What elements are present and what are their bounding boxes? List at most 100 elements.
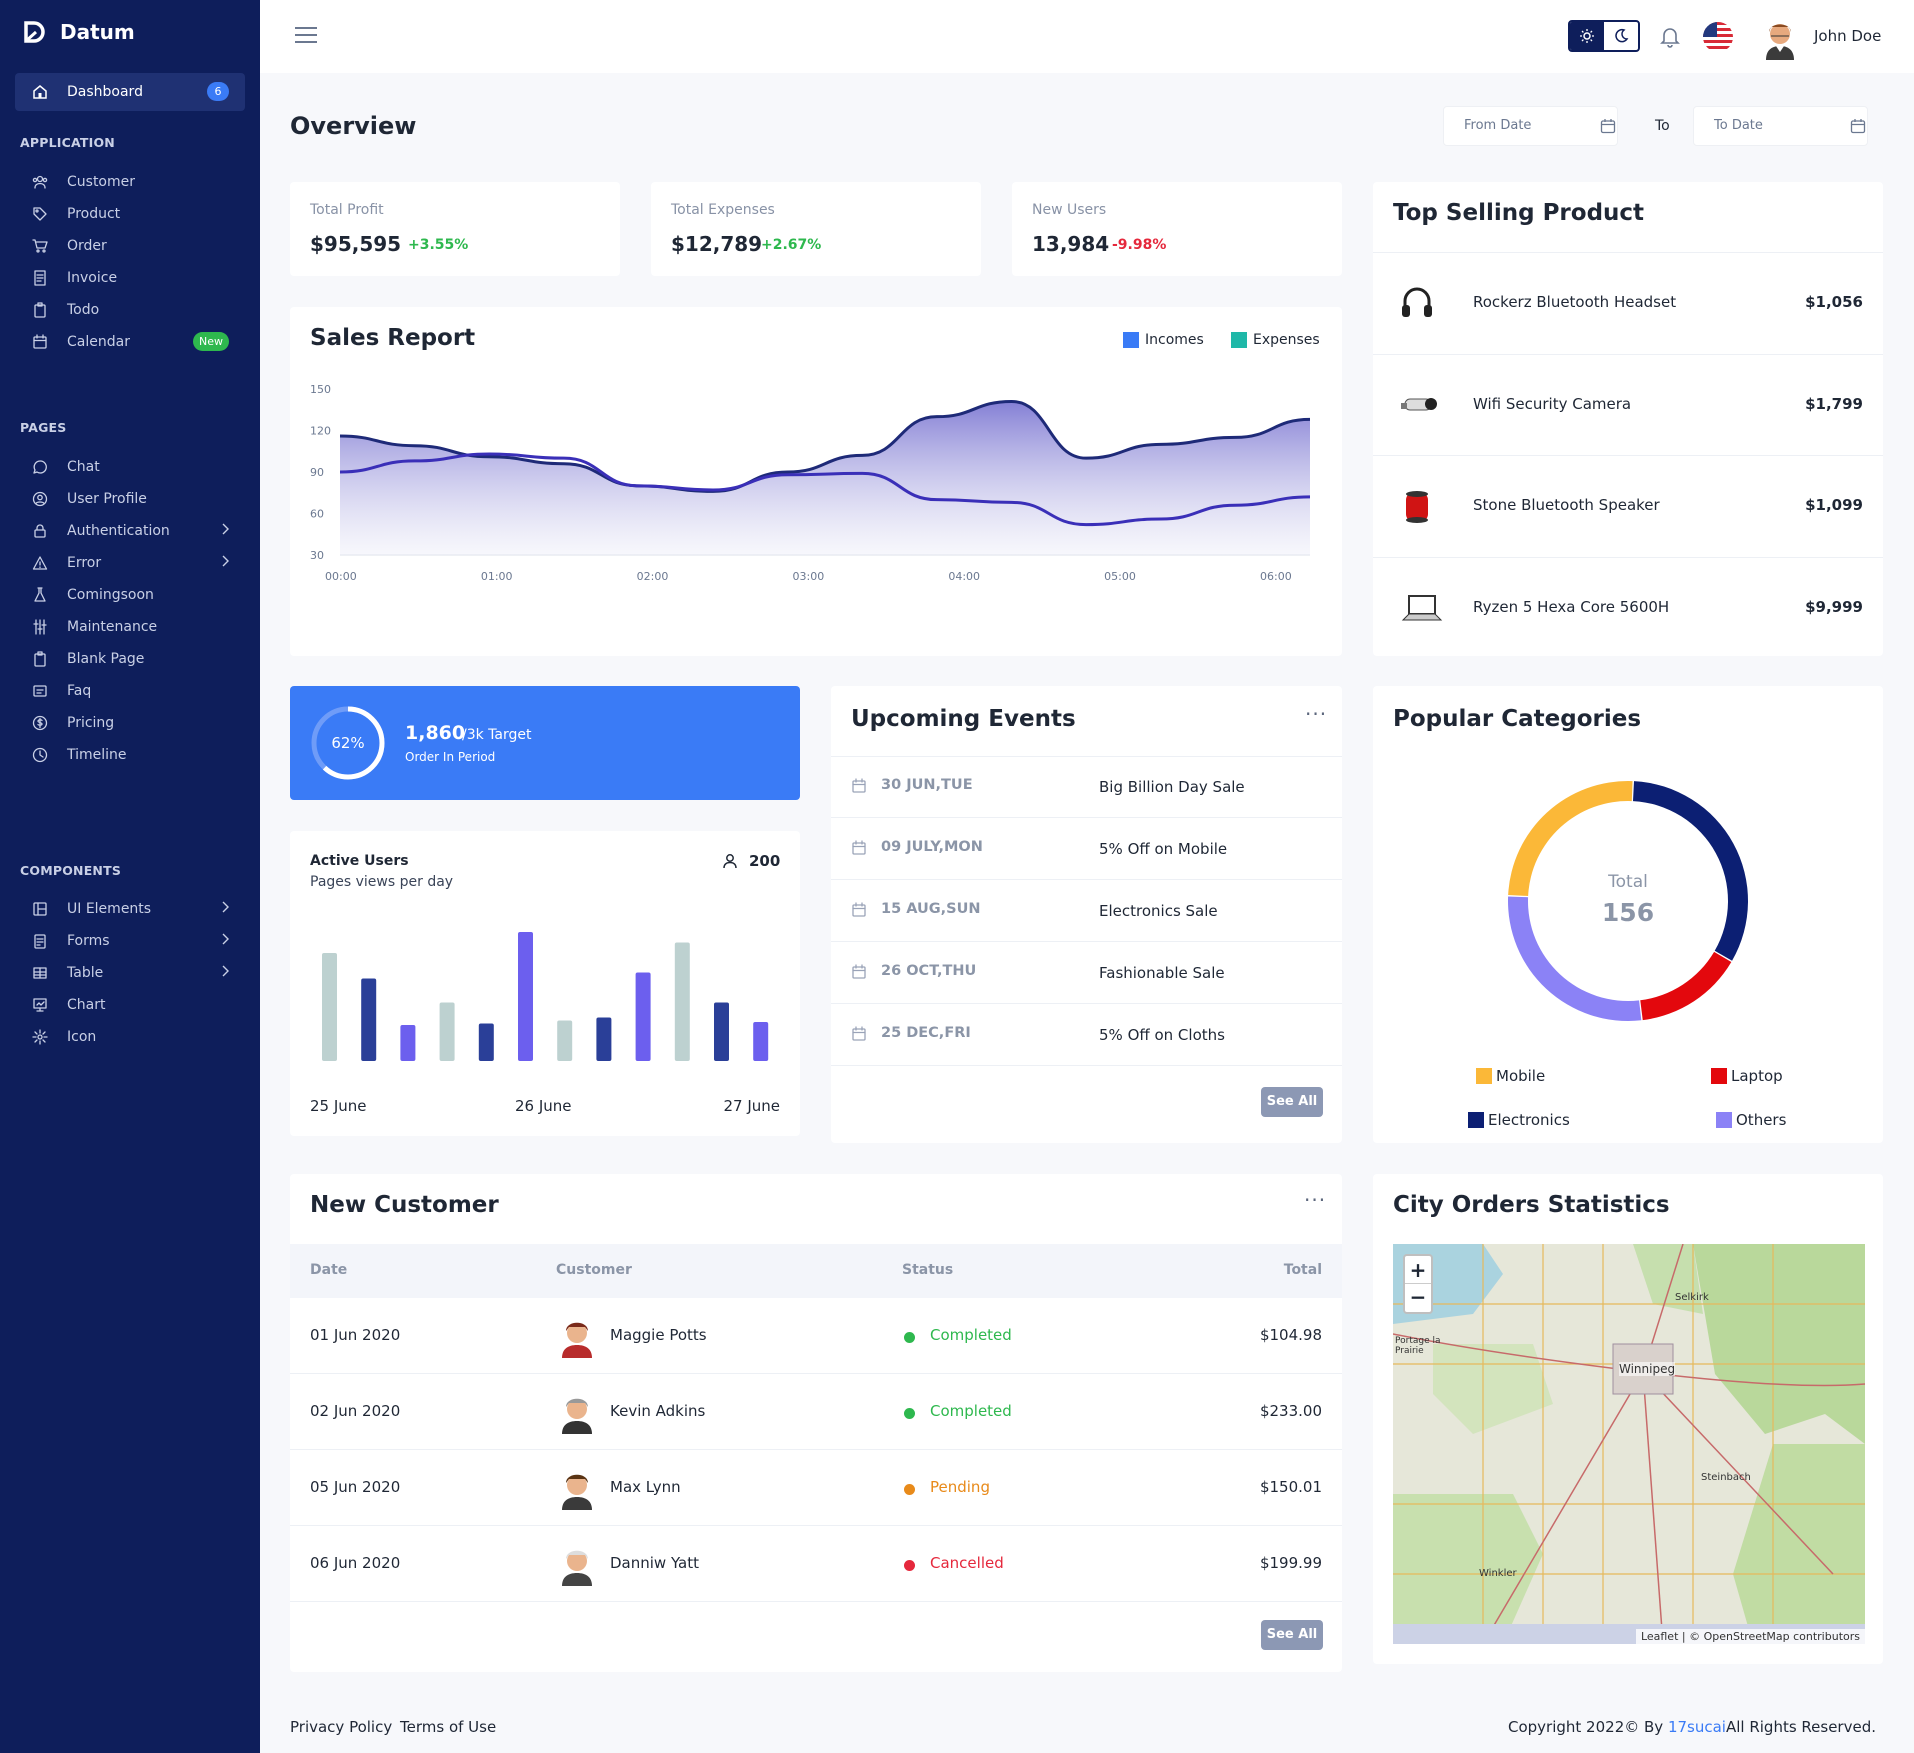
event-row[interactable]: 15 AUG,SUN Electronics Sale <box>831 880 1342 942</box>
company-link[interactable]: 17sucai <box>1667 1718 1726 1736</box>
footer-privacy-link[interactable]: Privacy Policy <box>290 1718 393 1736</box>
product-row[interactable]: Wifi Security Camera $1,799 <box>1373 355 1883 455</box>
legend-mobile[interactable]: Mobile <box>1476 1067 1545 1085</box>
sun-icon[interactable] <box>1570 22 1604 50</box>
bar[interactable] <box>714 1002 729 1062</box>
calendar-icon[interactable] <box>1600 118 1616 138</box>
th-customer[interactable]: Customer <box>556 1262 632 1278</box>
sidebar-item-calendar[interactable]: Calendar New <box>15 323 245 361</box>
sidebar-item-order[interactable]: Order <box>15 227 245 265</box>
page-title: Overview <box>290 112 417 140</box>
bar[interactable] <box>518 932 533 1061</box>
section-pages: PAGES <box>20 420 67 435</box>
menu-toggle-icon[interactable] <box>294 25 318 49</box>
bar[interactable] <box>361 978 377 1062</box>
customers-see-all-button[interactable]: See All <box>1261 1620 1323 1650</box>
moon-icon[interactable] <box>1604 22 1638 50</box>
product-row[interactable]: Stone Bluetooth Speaker $1,099 <box>1373 456 1883 556</box>
zoom-out-button[interactable]: − <box>1409 1285 1427 1309</box>
table-row[interactable]: 06 Jun 2020 Danniw Yatt Cancelled $199.99 <box>290 1526 1342 1602</box>
from-date-input[interactable]: From Date <box>1443 106 1618 146</box>
cell-customer: Danniw Yatt <box>610 1554 700 1572</box>
legend-incomes[interactable]: Incomes <box>1123 332 1204 348</box>
sidebar-item-product[interactable]: Product <box>15 195 245 233</box>
table-row[interactable]: 05 Jun 2020 Max Lynn Pending $150.01 <box>290 1450 1342 1526</box>
table-row[interactable]: 01 Jun 2020 Maggie Potts Completed $104.98 <box>290 1298 1342 1374</box>
sidebar-item-maintenance[interactable]: Maintenance <box>15 608 245 646</box>
sidebar-item-error[interactable]: Error <box>15 544 245 582</box>
slice-electronics[interactable] <box>1632 781 1748 961</box>
sidebar-item-chat[interactable]: Chat <box>15 448 245 486</box>
sidebar-item-comingsoon[interactable]: Comingsoon <box>15 576 245 614</box>
copyright-text: Copyright 2022© By <box>1508 1718 1668 1736</box>
legend-swatch <box>1716 1112 1732 1128</box>
th-total[interactable]: Total <box>1283 1262 1322 1278</box>
legend-laptop[interactable]: Laptop <box>1711 1067 1783 1085</box>
bar[interactable] <box>478 1023 494 1062</box>
map-attribution[interactable]: Leaflet | © OpenStreetMap contributors <box>1635 1629 1865 1644</box>
slice-others[interactable] <box>1508 896 1642 1021</box>
sidebar-item-blank-page[interactable]: Blank Page <box>15 640 245 678</box>
sidebar-item-chart[interactable]: Chart <box>15 986 245 1024</box>
sidebar-item-timeline[interactable]: Timeline <box>15 736 245 774</box>
stat-value: $12,789 <box>671 232 763 256</box>
event-row[interactable]: 30 JUN,TUE Big Billion Day Sale <box>831 756 1342 818</box>
sidebar-item-faq[interactable]: Faq <box>15 672 245 710</box>
more-icon[interactable]: ··· <box>1304 1188 1327 1212</box>
bar[interactable] <box>753 1022 769 1061</box>
sidebar-item-todo[interactable]: Todo <box>15 291 245 329</box>
status-badge: Pending <box>930 1478 990 1496</box>
theme-switch[interactable] <box>1568 20 1640 52</box>
sidebar-item-label: Maintenance <box>67 619 158 635</box>
bar[interactable] <box>400 1025 416 1061</box>
events-see-all-button[interactable]: See All <box>1261 1087 1323 1117</box>
bar[interactable] <box>596 1017 612 1062</box>
to-date-input[interactable]: To Date <box>1693 106 1868 146</box>
user-name[interactable]: John Doe <box>1814 27 1882 45</box>
more-icon[interactable]: ··· <box>1305 702 1328 726</box>
sidebar-item-customer[interactable]: Customer <box>15 163 245 201</box>
divider <box>290 1449 1342 1450</box>
expenses-line[interactable] <box>339 452 1311 527</box>
sidebar-item-forms[interactable]: Forms <box>15 922 245 960</box>
event-row[interactable]: 26 OCT,THU Fashionable Sale <box>831 942 1342 1004</box>
sidebar-item-dashboard[interactable]: Dashboard 6 <box>15 73 245 111</box>
legend-others[interactable]: Others <box>1716 1111 1786 1129</box>
us-flag-icon[interactable] <box>1703 22 1733 52</box>
bar[interactable] <box>674 942 690 1062</box>
bar[interactable] <box>439 1002 455 1062</box>
sidebar-item-pricing[interactable]: Pricing <box>15 704 245 742</box>
product-row[interactable]: Ryzen 5 Hexa Core 5600H $9,999 <box>1373 558 1883 658</box>
event-name: Electronics Sale <box>1099 902 1218 920</box>
th-date[interactable]: Date <box>310 1262 348 1278</box>
bell-icon[interactable] <box>1660 26 1680 52</box>
sidebar-item-authentication[interactable]: Authentication <box>15 512 245 550</box>
legend-swatch <box>1476 1068 1492 1084</box>
product-row[interactable]: Rockerz Bluetooth Headset $1,056 <box>1373 253 1883 353</box>
bar[interactable] <box>322 953 337 1061</box>
sidebar-item-invoice[interactable]: Invoice <box>15 259 245 297</box>
sidebar-item-table[interactable]: Table <box>15 954 245 992</box>
legend-expenses[interactable]: Expenses <box>1231 332 1320 348</box>
calendar-icon[interactable] <box>1850 118 1866 138</box>
slice-laptop[interactable] <box>1640 951 1732 1021</box>
table-row[interactable]: 02 Jun 2020 Kevin Adkins Completed $233.00 <box>290 1374 1342 1450</box>
sidebar-item-user-profile[interactable]: User Profile <box>15 480 245 518</box>
event-row[interactable]: 09 JULY,MON 5% Off on Mobile <box>831 818 1342 880</box>
event-row[interactable]: 25 DEC,FRI 5% Off on Cloths <box>831 1004 1342 1066</box>
map-label-selkirk: Selkirk <box>1675 1292 1709 1303</box>
brand[interactable]: Datum <box>22 20 135 44</box>
th-status[interactable]: Status <box>902 1262 954 1278</box>
incomes-line[interactable] <box>339 399 1311 493</box>
bar[interactable] <box>557 1020 573 1062</box>
city-map[interactable]: Winnipeg Selkirk Portage la Prairie Stei… <box>1393 1244 1865 1644</box>
warning-icon <box>31 554 49 572</box>
legend-electronics[interactable]: Electronics <box>1468 1111 1570 1129</box>
sidebar-item-ui-elements[interactable]: UI Elements <box>15 890 245 928</box>
avatar[interactable] <box>1760 14 1800 60</box>
sidebar-item-icon[interactable]: Icon <box>15 1018 245 1056</box>
zoom-in-button[interactable]: + <box>1405 1256 1431 1284</box>
bar[interactable] <box>635 972 651 1062</box>
slice-mobile[interactable] <box>1508 781 1633 897</box>
footer-terms-link[interactable]: Terms of Use <box>400 1718 497 1736</box>
